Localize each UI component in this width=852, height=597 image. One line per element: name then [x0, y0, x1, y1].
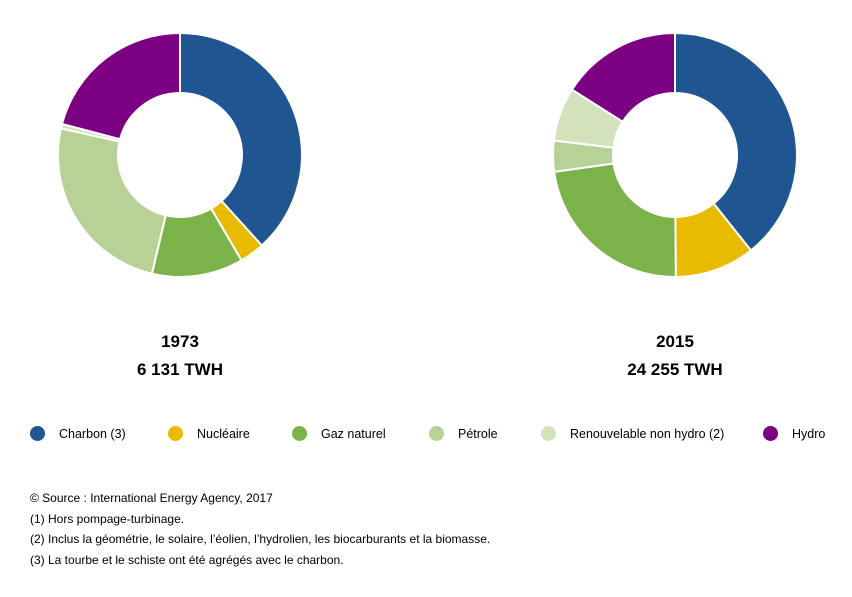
slice-hydro	[570, 31, 676, 124]
donut-chart-2015	[552, 31, 798, 279]
caption-2015: 2015 24 255 TWH	[525, 328, 825, 384]
legend-item-gaz[interactable]: Gaz naturel	[292, 426, 386, 441]
footnote-1: (1) Hors pompage-turbinage.	[30, 511, 185, 526]
chart-total: 6 131 TWH	[137, 360, 223, 379]
chart-title: 1973	[161, 332, 199, 351]
legend-label: Hydro	[792, 426, 826, 441]
slice-charbon-	[674, 31, 798, 252]
legend-dot	[541, 426, 556, 441]
slice-gaz-naturel	[553, 162, 677, 278]
legend-item-hydro[interactable]: Hydro	[763, 426, 825, 441]
chart-title: 2015	[656, 332, 694, 351]
slice-charbon-	[179, 31, 303, 247]
legend-dot	[292, 426, 307, 441]
footnote-2: (2) Inclus la géométrie, le solaire, l’é…	[30, 532, 491, 546]
legend-dot	[168, 426, 183, 441]
legend-dot	[763, 426, 778, 441]
slice-pétrole	[57, 127, 167, 275]
legend-label: Gaz naturel	[321, 426, 386, 441]
legend-item-petrole[interactable]: Pétrole	[429, 426, 498, 441]
legend-label: Nucléaire	[197, 426, 250, 441]
legend-label: Charbon (3)	[59, 426, 126, 441]
donut-chart-1973	[57, 31, 303, 278]
legend-label: Pétrole	[458, 426, 498, 441]
source-note: © Source : International Energy Agency, …	[30, 491, 273, 505]
legend-item-renouvelable[interactable]: Renouvelable non hydro (2)	[541, 426, 724, 441]
slice-hydro	[60, 31, 181, 141]
legend-item-charbon[interactable]: Charbon (3)	[30, 426, 126, 441]
legend-item-nucleaire[interactable]: Nucléaire	[168, 426, 250, 441]
footnote-3: (3) La tourbe et le schiste ont été agré…	[30, 552, 344, 567]
legend-label: Renouvelable non hydro (2)	[570, 426, 725, 441]
legend-dot	[30, 426, 45, 441]
chart-total: 24 255 TWH	[627, 360, 723, 379]
footnotes: © Source : International Energy Agency, …	[30, 488, 490, 570]
legend-dot	[429, 426, 444, 441]
caption-1973: 1973 6 131 TWH	[30, 328, 330, 384]
